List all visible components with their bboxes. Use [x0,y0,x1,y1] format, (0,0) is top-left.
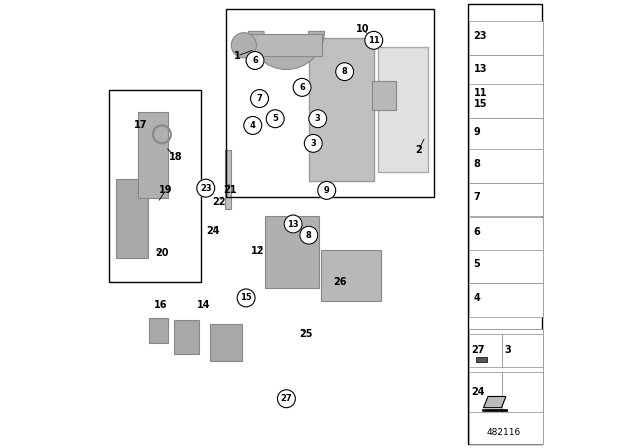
Circle shape [244,116,262,134]
FancyBboxPatch shape [502,372,543,412]
Text: 9: 9 [474,127,481,137]
FancyBboxPatch shape [469,334,502,367]
FancyBboxPatch shape [321,250,381,301]
Text: 4: 4 [474,293,481,303]
FancyBboxPatch shape [469,217,543,251]
FancyBboxPatch shape [469,84,543,117]
FancyBboxPatch shape [225,150,231,209]
Text: 8: 8 [474,159,481,168]
Text: 7: 7 [474,192,481,202]
Circle shape [284,215,302,233]
FancyBboxPatch shape [378,47,428,172]
Text: 8: 8 [306,231,312,240]
Text: 6: 6 [299,83,305,92]
Text: 2: 2 [415,145,422,155]
Circle shape [365,31,383,49]
FancyBboxPatch shape [309,38,374,181]
Circle shape [305,134,323,152]
Text: 11: 11 [368,36,380,45]
Text: 27: 27 [280,394,292,403]
FancyBboxPatch shape [469,284,543,317]
FancyBboxPatch shape [371,81,396,110]
FancyBboxPatch shape [469,250,543,284]
Circle shape [293,78,311,96]
FancyBboxPatch shape [149,318,168,343]
Text: 22: 22 [212,197,226,207]
Text: 16: 16 [154,300,168,310]
Text: 8: 8 [342,67,348,76]
Text: 7: 7 [257,94,262,103]
Circle shape [250,90,269,108]
Circle shape [300,226,317,244]
Text: 26: 26 [333,277,347,287]
Text: 25: 25 [299,329,312,339]
Text: 17: 17 [134,121,148,130]
Text: 11
15: 11 15 [474,88,487,109]
Bar [476,357,487,362]
FancyBboxPatch shape [210,324,242,361]
Circle shape [336,63,354,81]
Text: 19: 19 [159,185,172,195]
FancyBboxPatch shape [266,216,319,288]
Text: 10: 10 [356,24,369,34]
Text: 24: 24 [207,226,220,236]
Text: 5: 5 [474,259,481,269]
FancyBboxPatch shape [244,34,323,56]
Text: 24: 24 [472,387,485,397]
Text: 3: 3 [310,139,316,148]
Text: 12: 12 [250,246,264,256]
Bar [482,409,507,411]
FancyBboxPatch shape [469,183,543,216]
Circle shape [237,289,255,307]
FancyBboxPatch shape [469,118,543,151]
Text: 27: 27 [472,345,485,355]
Circle shape [231,33,257,58]
Text: 15: 15 [240,293,252,302]
Text: 14: 14 [196,300,211,310]
Circle shape [246,52,264,69]
Circle shape [309,110,327,128]
FancyBboxPatch shape [469,55,543,89]
FancyBboxPatch shape [502,334,543,367]
Text: 13: 13 [287,220,299,228]
Wedge shape [248,31,324,69]
Circle shape [278,390,296,408]
Text: 18: 18 [169,152,182,162]
Text: 4: 4 [250,121,256,130]
FancyBboxPatch shape [174,320,200,354]
Polygon shape [484,396,506,408]
Text: 3: 3 [315,114,321,123]
FancyBboxPatch shape [116,179,148,258]
Text: 13: 13 [474,65,487,74]
Text: 6: 6 [252,56,258,65]
FancyBboxPatch shape [138,112,168,198]
Circle shape [266,110,284,128]
Text: 23: 23 [200,184,212,193]
Text: 23: 23 [474,31,487,41]
Circle shape [318,181,336,199]
Text: 1: 1 [234,51,241,61]
Text: 20: 20 [156,248,169,258]
Text: 5: 5 [272,114,278,123]
Text: 21: 21 [223,185,237,195]
Text: 482116: 482116 [486,428,521,437]
Text: 9: 9 [324,186,330,195]
Text: 3: 3 [504,345,511,355]
FancyBboxPatch shape [469,21,543,55]
FancyBboxPatch shape [469,149,543,183]
Circle shape [197,179,215,197]
Text: 6: 6 [474,227,481,237]
FancyBboxPatch shape [469,329,543,444]
FancyBboxPatch shape [469,372,502,412]
